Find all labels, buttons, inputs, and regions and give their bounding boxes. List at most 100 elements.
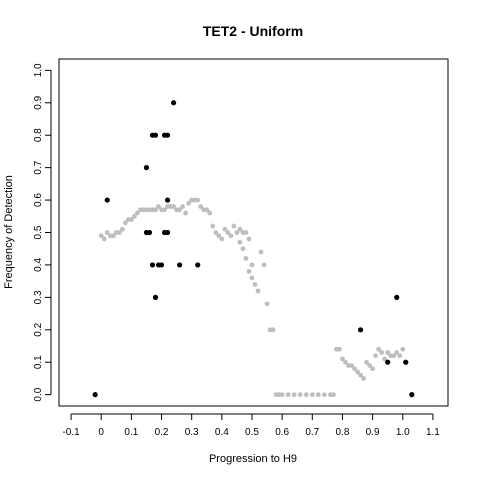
observed-point <box>164 229 171 236</box>
smoothed-point <box>337 346 342 352</box>
smoothed-point <box>183 210 189 216</box>
smoothed-point <box>162 207 167 213</box>
smoothed-point <box>397 353 403 359</box>
x-axis: -0.1 0 0.1 0.2 0.3 0.4 0.5 0.6 0.7 0.8 0.9 1.0 1.1 <box>62 413 440 438</box>
smoothed-point <box>331 392 336 398</box>
smoothed-point <box>391 353 397 359</box>
smoothed-point <box>279 392 285 398</box>
smoothed-point <box>285 392 291 398</box>
smoothed-point <box>243 230 249 235</box>
observed-point <box>177 262 183 268</box>
smoothed-point <box>394 350 400 355</box>
smoothed-point <box>376 346 382 352</box>
smoothed-point <box>355 369 360 375</box>
y-tick-label: 0.7 <box>33 160 44 174</box>
smoothed-point <box>128 217 134 222</box>
observed-point <box>394 294 400 300</box>
smoothed-point <box>204 207 210 213</box>
x-tick-label: 0.7 <box>305 427 319 438</box>
smoothed-point <box>258 249 264 255</box>
observed-point <box>164 132 171 138</box>
y-tick-label: 0.4 <box>33 258 44 272</box>
observed-point <box>149 262 156 268</box>
smoothed-point <box>122 220 128 226</box>
x-tick-label: 0.8 <box>336 427 350 438</box>
smoothed-point <box>246 269 252 274</box>
smoothed-point <box>352 366 357 372</box>
smoothed-point <box>385 350 391 355</box>
x-tick-label: 0.4 <box>215 427 229 438</box>
smoothed-point <box>343 359 348 365</box>
smoothed-point <box>231 223 237 229</box>
smoothed-point <box>110 233 116 239</box>
smoothed-point <box>264 301 270 307</box>
y-tick-label: 1.0 <box>33 63 44 77</box>
smoothed-point <box>249 262 255 268</box>
x-axis-label: Progression to H9 <box>209 453 297 465</box>
x-tick-label: 0.1 <box>124 427 138 438</box>
x-tick-label: 0.9 <box>366 427 380 438</box>
smoothed-point <box>291 392 297 398</box>
smoothed-point <box>379 350 385 355</box>
observed-series <box>92 100 415 398</box>
smoothed-point <box>370 366 376 372</box>
smoothed-point <box>186 200 192 206</box>
observed-point <box>357 327 364 333</box>
observed-point <box>164 197 171 203</box>
smoothed-point <box>240 246 246 252</box>
smoothed-point <box>340 356 345 362</box>
x-tick-label: 0 <box>98 427 104 438</box>
chart-title: TET2 - Uniform <box>203 23 303 39</box>
x-tick-label: 0.3 <box>185 427 199 438</box>
y-tick-label: 0.3 <box>33 290 44 304</box>
smoothed-point <box>364 359 369 365</box>
smoothed-point <box>243 256 249 261</box>
x-tick-label: 1.0 <box>396 427 410 438</box>
smoothed-point <box>358 372 363 378</box>
observed-point <box>143 165 150 171</box>
observed-point <box>403 359 409 365</box>
smoothed-point <box>171 204 176 209</box>
y-tick-label: 0.0 <box>33 387 44 401</box>
smoothed-point <box>261 262 267 268</box>
smoothed-point <box>104 230 110 235</box>
smoothed-point <box>116 230 122 235</box>
x-tick-label: 0.2 <box>155 427 169 438</box>
y-tick-label: 0.1 <box>33 355 44 369</box>
smoothed-point <box>400 346 406 352</box>
y-tick-label: 0.2 <box>33 322 44 336</box>
observed-point <box>170 100 177 106</box>
smoothed-point <box>373 353 379 359</box>
x-tick-label: 0.5 <box>245 427 259 438</box>
observed-point <box>385 359 391 365</box>
observed-point <box>92 392 98 398</box>
smoothed-point <box>225 230 231 235</box>
smoothed-point <box>237 226 243 232</box>
smoothed-point <box>180 204 186 209</box>
smoothed-point <box>216 233 222 239</box>
smoothed-point <box>228 233 234 239</box>
observed-point <box>158 262 165 268</box>
smoothed-point <box>222 226 228 232</box>
observed-point <box>195 262 201 268</box>
smoothed-point <box>234 230 240 235</box>
smoothed-point <box>321 392 327 398</box>
y-axis: 0.0 0.1 0.2 0.3 0.4 0.5 0.6 0.7 0.8 0.9 1.0 <box>33 63 52 402</box>
x-tick-label: 0.6 <box>275 427 289 438</box>
smoothed-point <box>131 213 137 219</box>
smoothed-point <box>361 376 366 381</box>
smoothed-point <box>195 197 201 203</box>
observed-point <box>152 132 159 138</box>
smoothed-point <box>382 356 388 362</box>
smoothed-point <box>153 207 158 213</box>
smoothed-point <box>249 275 255 281</box>
smoothed-series <box>98 197 406 398</box>
smoothed-point <box>198 204 204 209</box>
smoothed-point <box>177 207 183 213</box>
y-tick-label: 0.6 <box>33 193 44 207</box>
smoothed-point <box>349 363 354 368</box>
observed-point <box>152 294 159 300</box>
smoothed-point <box>252 281 258 287</box>
y-tick-label: 0.9 <box>33 95 44 109</box>
